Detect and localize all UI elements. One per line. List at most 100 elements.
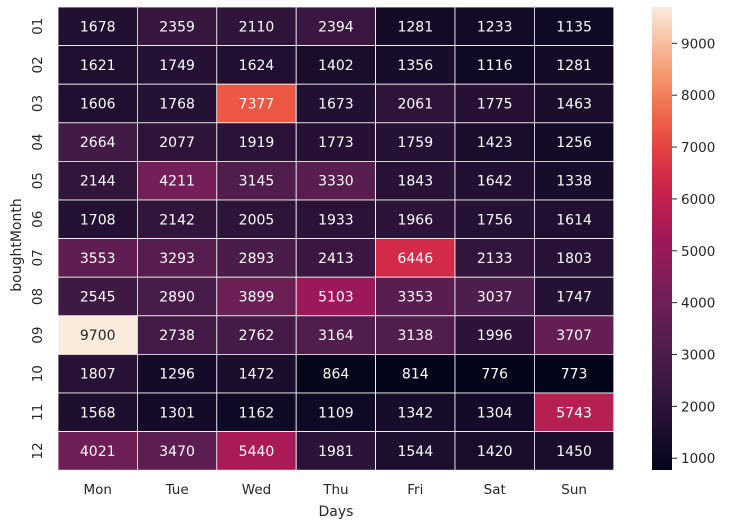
heatmap-cell [295, 199, 377, 239]
heatmap-cell [216, 392, 297, 432]
heatmap-cell [534, 353, 615, 394]
heatmap-cell [295, 122, 377, 162]
y-tick-label: 11 [30, 404, 46, 421]
heatmap-cell [375, 315, 456, 355]
cell-value-label: 1301 [159, 405, 195, 421]
heatmap-cell [57, 276, 138, 317]
heatmap-cell [57, 199, 138, 239]
cell-value-label: 1296 [159, 367, 195, 383]
heatmap-cell [375, 276, 456, 317]
cell-value-label: 1624 [239, 58, 275, 74]
x-tick-label: Mon [83, 482, 111, 498]
colorbar-tick-label: 6000 [681, 192, 715, 208]
cell-value-label: 1472 [239, 367, 275, 383]
cell-value-label: 2110 [239, 19, 275, 35]
cell-value-label: 1642 [477, 174, 513, 190]
cell-value-label: 1773 [318, 135, 354, 151]
heatmap-cell [216, 353, 297, 394]
cell-value-label: 1807 [80, 367, 116, 383]
cell-value-label: 1342 [397, 405, 433, 421]
heatmap-cell [295, 6, 377, 46]
x-tick-label: Wed [242, 482, 271, 498]
cell-value-label: 1304 [477, 405, 513, 421]
heatmap-cell [534, 45, 615, 85]
cell-value-label: 1803 [556, 251, 592, 267]
cell-value-label: 1933 [318, 212, 354, 228]
heatmap-cell [295, 353, 377, 394]
heatmap-cell [534, 122, 615, 162]
heatmap-cell [136, 276, 218, 317]
x-axis-label: Days [319, 504, 354, 520]
colorbar-tick-label: 2000 [681, 399, 715, 415]
y-tick-label: 04 [30, 134, 46, 151]
cell-value-label: 1747 [556, 290, 592, 306]
heatmap-cell [375, 45, 456, 85]
cell-value-label: 2133 [477, 251, 513, 267]
heatmap-cell [136, 431, 218, 471]
heatmap-cell [454, 353, 535, 394]
x-tick-label: Thu [322, 482, 348, 498]
cell-value-label: 3553 [80, 251, 116, 267]
cell-value-label: 2144 [80, 174, 116, 190]
cell-value-label: 1568 [80, 405, 116, 421]
colorbar-tick-label: 5000 [681, 244, 715, 260]
cell-value-label: 1463 [556, 97, 592, 113]
y-tick-label: 03 [30, 95, 46, 112]
cell-value-label: 2142 [159, 212, 195, 228]
heatmap-cell [136, 199, 218, 239]
cell-value-label: 1356 [397, 58, 433, 74]
cell-value-label: 1420 [477, 444, 513, 460]
cell-value-label: 1606 [80, 97, 116, 113]
cell-value-label: 1402 [318, 58, 354, 74]
heatmap-cell [375, 238, 456, 278]
heatmap-cell [57, 160, 138, 201]
x-tick-label: Sat [484, 482, 506, 498]
cell-value-label: 1981 [318, 444, 354, 460]
colorbar-tick-label: 7000 [681, 140, 715, 156]
cell-value-label: 1843 [397, 174, 433, 190]
colorbar-tick-label: 8000 [681, 88, 715, 104]
heatmap-cell [57, 45, 138, 85]
cell-value-label: 2005 [239, 212, 275, 228]
cell-value-label: 1673 [318, 97, 354, 113]
cell-value-label: 1614 [556, 212, 592, 228]
heatmap-cell [375, 431, 456, 471]
y-axis-label: boughtMonth [9, 198, 25, 291]
heatmap-cell [454, 431, 535, 471]
cell-value-label: 3353 [397, 290, 433, 306]
heatmap-cell [295, 276, 377, 317]
heatmap-cell [454, 83, 535, 124]
cell-value-label: 2413 [318, 251, 354, 267]
cell-value-label: 1544 [397, 444, 433, 460]
cell-value-label: 6446 [397, 251, 433, 267]
y-tick-label: 02 [30, 56, 46, 73]
cell-value-label: 5743 [556, 405, 592, 421]
cell-value-label: 9700 [80, 328, 116, 344]
heatmap-cell [136, 6, 218, 46]
heatmap-cell [136, 83, 218, 124]
cell-value-label: 3707 [556, 328, 592, 344]
cell-value-label: 776 [481, 367, 508, 383]
cell-value-label: 4021 [80, 444, 116, 460]
cell-value-label: 1162 [239, 405, 275, 421]
heatmap-cell [534, 199, 615, 239]
cell-value-label: 1338 [556, 174, 592, 190]
cell-value-label: 2077 [159, 135, 195, 151]
heatmap-cell [454, 6, 535, 46]
x-axis-ticks: Mon Tue Wed Thu Fri Sat Sun [83, 482, 586, 498]
heatmap-cell [454, 238, 535, 278]
cell-value-label: 2890 [159, 290, 195, 306]
cell-value-label: 1749 [159, 58, 195, 74]
heatmap-cell [216, 45, 297, 85]
cell-value-label: 2061 [397, 97, 433, 113]
heatmap-cell [534, 238, 615, 278]
heatmap-cell [534, 276, 615, 317]
heatmap-cell [534, 431, 615, 471]
cell-value-label: 1109 [318, 405, 354, 421]
heatmap-cell [295, 431, 377, 471]
heatmap-cell [216, 83, 297, 124]
heatmap-cell [216, 160, 297, 201]
cell-value-label: 3470 [159, 444, 195, 460]
cell-value-label: 1756 [477, 212, 513, 228]
heatmap-cells [57, 6, 615, 471]
